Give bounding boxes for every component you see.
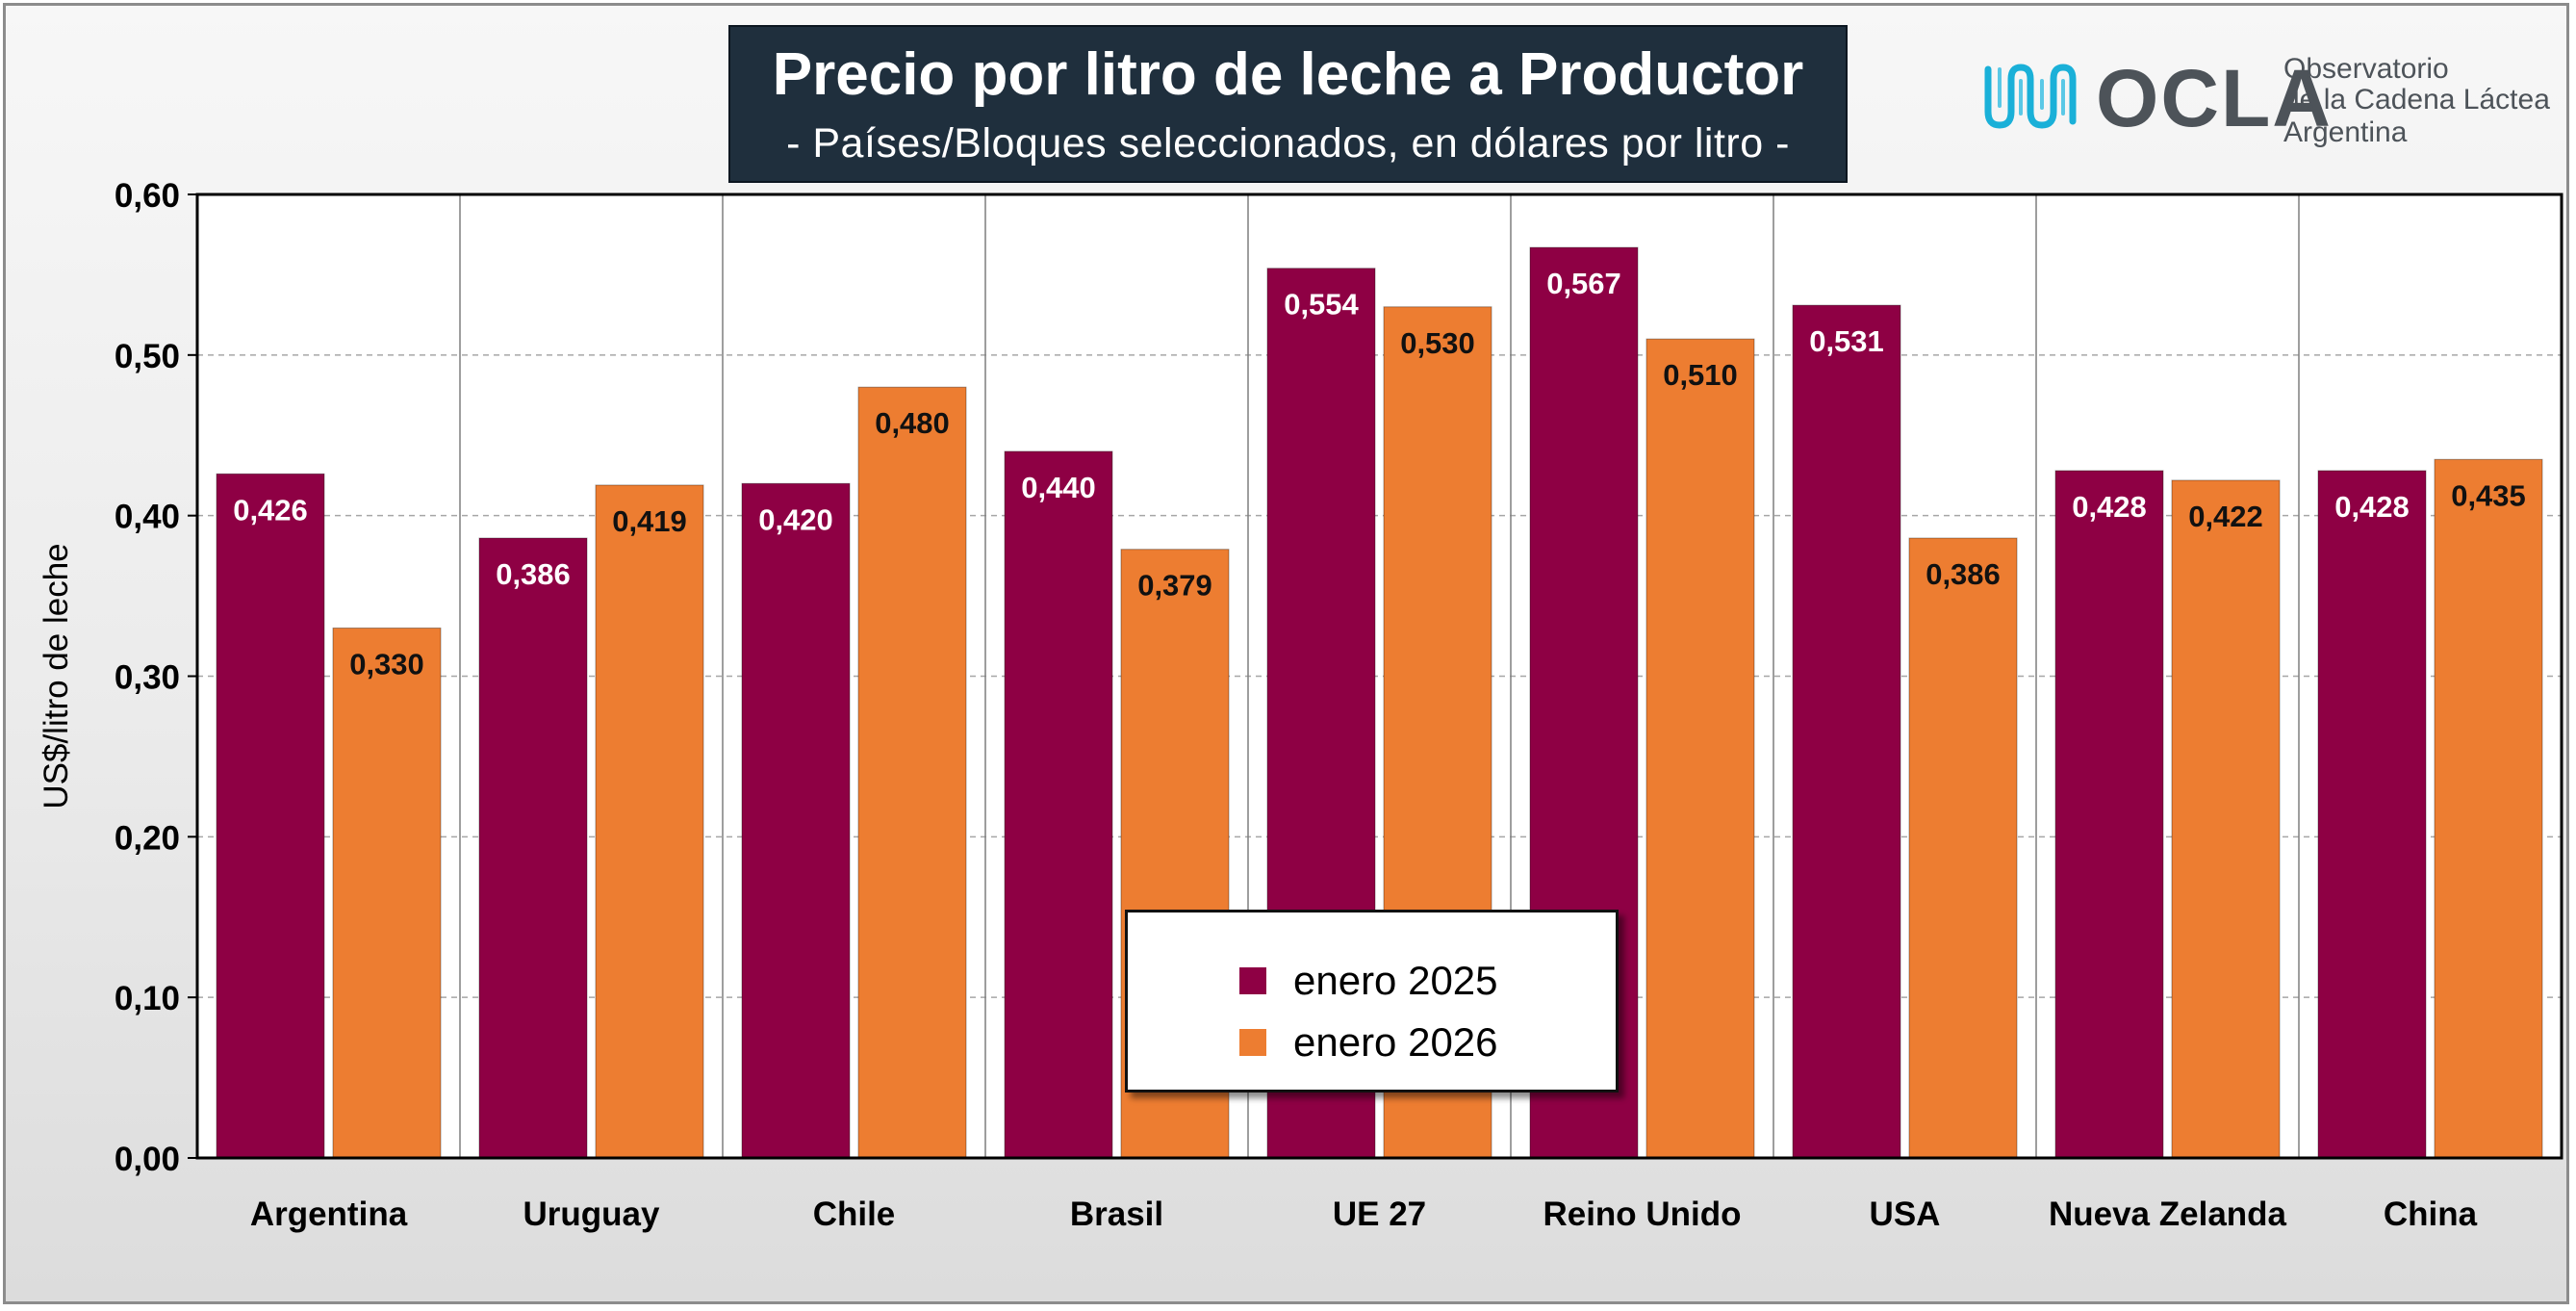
- data-label: 0,330: [349, 647, 424, 681]
- legend-item-enero-2026: enero 2026: [1239, 1019, 1498, 1065]
- y-tick-label: 0,20: [115, 819, 180, 857]
- y-tick-label: 0,00: [115, 1141, 180, 1178]
- chart-subtitle: - Países/Bloques seleccionados, en dólar…: [786, 120, 1790, 167]
- bar-enero-2025: [216, 473, 325, 1159]
- data-label: 0,379: [1137, 569, 1212, 603]
- data-label: 0,428: [2334, 490, 2410, 524]
- data-label: 0,440: [1021, 471, 1096, 504]
- bar-enero-2026: [2434, 458, 2543, 1159]
- legend-label-enero-2026: enero 2026: [1293, 1019, 1498, 1065]
- legend-item-enero-2025: enero 2025: [1239, 958, 1498, 1003]
- legend: enero 2025 enero 2026: [1125, 910, 1619, 1092]
- data-label: 0,567: [1546, 267, 1621, 300]
- data-label: 0,426: [233, 493, 308, 527]
- data-label: 0,530: [1400, 326, 1475, 360]
- data-label: 0,419: [612, 504, 687, 538]
- data-label: 0,480: [875, 406, 950, 440]
- bar-enero-2026: [332, 627, 442, 1159]
- bar-enero-2025: [741, 482, 851, 1159]
- bar-enero-2025: [2054, 470, 2164, 1159]
- x-tick-label: Nueva Zelanda: [2049, 1195, 2287, 1233]
- data-label: 0,386: [1926, 557, 2001, 591]
- x-tick-label: UE 27: [1333, 1195, 1426, 1233]
- title-box: Precio por litro de leche a Productor - …: [728, 25, 1848, 183]
- bar-enero-2026: [1645, 338, 1755, 1159]
- x-tick-label: Uruguay: [523, 1195, 661, 1233]
- y-tick-label: 0,60: [115, 177, 180, 215]
- chart-title: Precio por litro de leche a Productor: [772, 41, 1804, 108]
- data-label: 0,386: [496, 557, 571, 591]
- data-label: 0,510: [1663, 358, 1738, 392]
- bar-enero-2026: [2171, 479, 2281, 1159]
- legend-swatch-enero-2025: [1239, 967, 1266, 994]
- logo-line-2: de la Cadena Láctea: [2283, 84, 2550, 116]
- data-label: 0,554: [1284, 288, 1359, 321]
- bar-enero-2025: [478, 537, 588, 1159]
- y-tick-label: 0,50: [115, 338, 180, 375]
- logo-wordmark: OCLA: [2096, 53, 2333, 143]
- bar-enero-2025: [2317, 470, 2427, 1159]
- bar-enero-2026: [595, 484, 704, 1159]
- data-label: 0,420: [758, 502, 833, 536]
- ocla-wave-logo-icon: [1984, 64, 2077, 129]
- ocla-logo: OCLA Observatorio de la Cadena Láctea Ar…: [1982, 48, 2550, 154]
- legend-swatch-enero-2026: [1239, 1029, 1266, 1056]
- y-tick-label: 0,30: [115, 659, 180, 697]
- logo-line-1: Observatorio: [2283, 53, 2449, 85]
- legend-label-enero-2025: enero 2025: [1293, 958, 1498, 1003]
- data-label: 0,531: [1809, 324, 1884, 358]
- x-tick-label: China: [2384, 1195, 2478, 1233]
- bar-enero-2026: [1908, 537, 2018, 1159]
- y-axis-label: US$/litro de leche: [38, 543, 75, 809]
- bar-enero-2025: [1004, 450, 1113, 1159]
- y-tick-label: 0,10: [115, 980, 180, 1017]
- data-label: 0,422: [2188, 500, 2263, 533]
- y-tick-label: 0,40: [115, 499, 180, 536]
- x-tick-label: Argentina: [250, 1195, 408, 1233]
- x-tick-label: Chile: [813, 1195, 896, 1233]
- x-tick-label: Brasil: [1070, 1195, 1163, 1233]
- bar-enero-2025: [1792, 304, 1901, 1159]
- x-tick-label: USA: [1870, 1195, 1941, 1233]
- bar-enero-2026: [857, 386, 967, 1159]
- x-tick-label: Reino Unido: [1543, 1195, 1741, 1233]
- data-label: 0,428: [2072, 490, 2147, 524]
- data-label: 0,435: [2451, 478, 2526, 512]
- logo-line-3: Argentina: [2283, 116, 2408, 148]
